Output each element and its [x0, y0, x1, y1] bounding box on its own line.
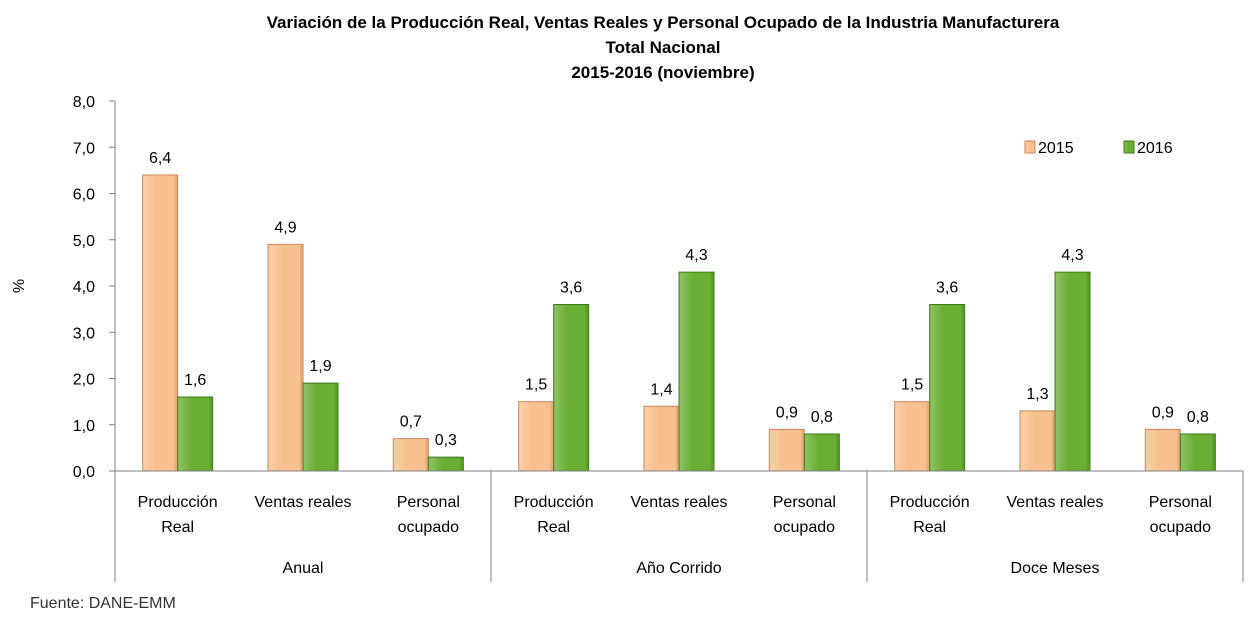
category-label: Producción: [890, 494, 970, 511]
bar-2016-1: [177, 396, 214, 472]
data-label-2015-5: 1,4: [650, 381, 672, 398]
data-label-2015-7: 1,5: [901, 377, 923, 394]
category-label: Personal: [1149, 494, 1212, 511]
data-label-2015-8: 1,3: [1026, 386, 1048, 403]
y-axis: 0,0 1,0 2,0 3,0 4,0 5,0 6,0 7,0 8,0%: [11, 94, 116, 481]
bar-shade: [961, 304, 965, 471]
bar-2016-2: [302, 382, 339, 472]
category-label: Real: [913, 519, 946, 536]
legend-label-2016: 2016: [1137, 140, 1173, 157]
legend-swatch-2015: [1024, 140, 1036, 154]
bar-2015-3: [392, 438, 429, 472]
y-tick-label: 0,0: [73, 464, 95, 481]
category-label: Ventas reales: [255, 494, 352, 511]
bar-2015-4: [518, 401, 555, 472]
bar-shade: [1177, 429, 1181, 471]
bar-shade: [836, 434, 840, 471]
legend: 2015 2016: [1024, 140, 1173, 157]
category-label: Personal: [773, 494, 836, 511]
category-label: Ventas reales: [631, 494, 728, 511]
title-line-3: 2015-2016 (noviembre): [571, 63, 754, 82]
bar-2016-9: [1179, 433, 1216, 472]
data-label-2016-4: 3,6: [560, 280, 582, 297]
bar-2015-9: [1144, 428, 1181, 472]
y-tick-label: 6,0: [73, 187, 95, 204]
bar-shade: [174, 175, 178, 471]
bars: [142, 174, 1216, 472]
bar-2016-7: [929, 304, 966, 472]
bar-2016-6: [803, 433, 840, 472]
data-label-2015-1: 6,4: [149, 150, 171, 167]
category-label: Personal: [397, 494, 460, 511]
x-axis: Producción Real Ventas reales Personal ocupa…: [114, 470, 1244, 582]
data-label-2016-7: 3,6: [936, 280, 958, 297]
bar-shade: [425, 438, 429, 471]
bar-2015-1: [142, 174, 179, 472]
data-label-2015-4: 1,5: [525, 377, 547, 394]
bar-shade: [209, 397, 213, 471]
legend-label-2015: 2015: [1038, 140, 1074, 157]
y-tick-label: 5,0: [73, 233, 95, 250]
bar-2015-6: [768, 428, 805, 472]
bar-2015-8: [1019, 410, 1056, 472]
data-label-2015-2: 4,9: [274, 219, 296, 236]
bar-shade: [711, 272, 714, 471]
bar-shade: [1052, 410, 1055, 471]
data-label-2015-9: 0,9: [1152, 404, 1174, 421]
category-label: ocupado: [398, 519, 459, 536]
y-tick-label: 4,0: [73, 279, 95, 296]
category-label: Producción: [138, 494, 218, 511]
data-label-2016-6: 0,8: [811, 409, 833, 426]
y-axis-label: %: [11, 279, 28, 293]
bar-shade: [460, 457, 464, 471]
y-tick-label: 8,0: [73, 94, 95, 111]
title-line-2: Total Nacional: [606, 38, 721, 57]
bar-shade: [1212, 434, 1216, 471]
group-label-2: Año Corrido: [636, 560, 721, 577]
data-label-2016-3: 0,3: [435, 432, 457, 449]
category-label: Real: [537, 519, 570, 536]
category-label: Producción: [514, 494, 594, 511]
data-label-2016-1: 1,6: [184, 372, 206, 389]
category-label: ocupado: [1150, 519, 1211, 536]
bar-2016-3: [427, 456, 464, 472]
group-label-3: Doce Meses: [1011, 560, 1100, 577]
bar-2015-5: [643, 405, 680, 472]
bar-2016-5: [678, 271, 715, 472]
title-line-1: Variación de la Producción Real, Ventas …: [267, 13, 1060, 32]
data-label-2015-6: 0,9: [776, 404, 798, 421]
bar-shade: [550, 401, 554, 471]
bar-2015-7: [894, 401, 931, 472]
source-note: Fuente: DANE-EMM: [30, 595, 176, 612]
bar-shade: [335, 383, 338, 471]
bar-shade: [585, 304, 589, 471]
data-label-2016-2: 1,9: [309, 358, 331, 375]
data-label-2016-9: 0,8: [1187, 409, 1209, 426]
legend-swatch-2016: [1123, 140, 1135, 154]
data-label-2016-5: 4,3: [685, 247, 707, 264]
bar-2016-4: [553, 304, 590, 472]
bar-shade: [676, 406, 679, 471]
category-label: Ventas reales: [1007, 494, 1104, 511]
chart-title: Variación de la Producción Real, Ventas …: [267, 13, 1060, 82]
bar-2015-2: [267, 243, 304, 472]
bar-shade: [801, 429, 805, 471]
bar-2016-8: [1054, 271, 1091, 472]
category-label: ocupado: [774, 519, 835, 536]
bar-shade: [300, 244, 303, 471]
y-tick-label: 7,0: [73, 140, 95, 157]
category-label: Real: [161, 519, 194, 536]
bar-shade: [926, 401, 930, 471]
data-labels: 6,4 4,9 0,7 1,5 1,4 0,9 1,5 1,3 0,9 1,6 1,9 0,3 3,6 4…: [149, 150, 1209, 449]
y-tick-label: 1,0: [73, 418, 95, 435]
y-tick-label: 2,0: [73, 372, 95, 389]
bar-shade: [1087, 272, 1090, 471]
group-label-1: Anual: [283, 560, 324, 577]
data-label-2016-8: 4,3: [1061, 247, 1083, 264]
data-label-2015-3: 0,7: [400, 414, 422, 431]
y-tick-label: 3,0: [73, 325, 95, 342]
